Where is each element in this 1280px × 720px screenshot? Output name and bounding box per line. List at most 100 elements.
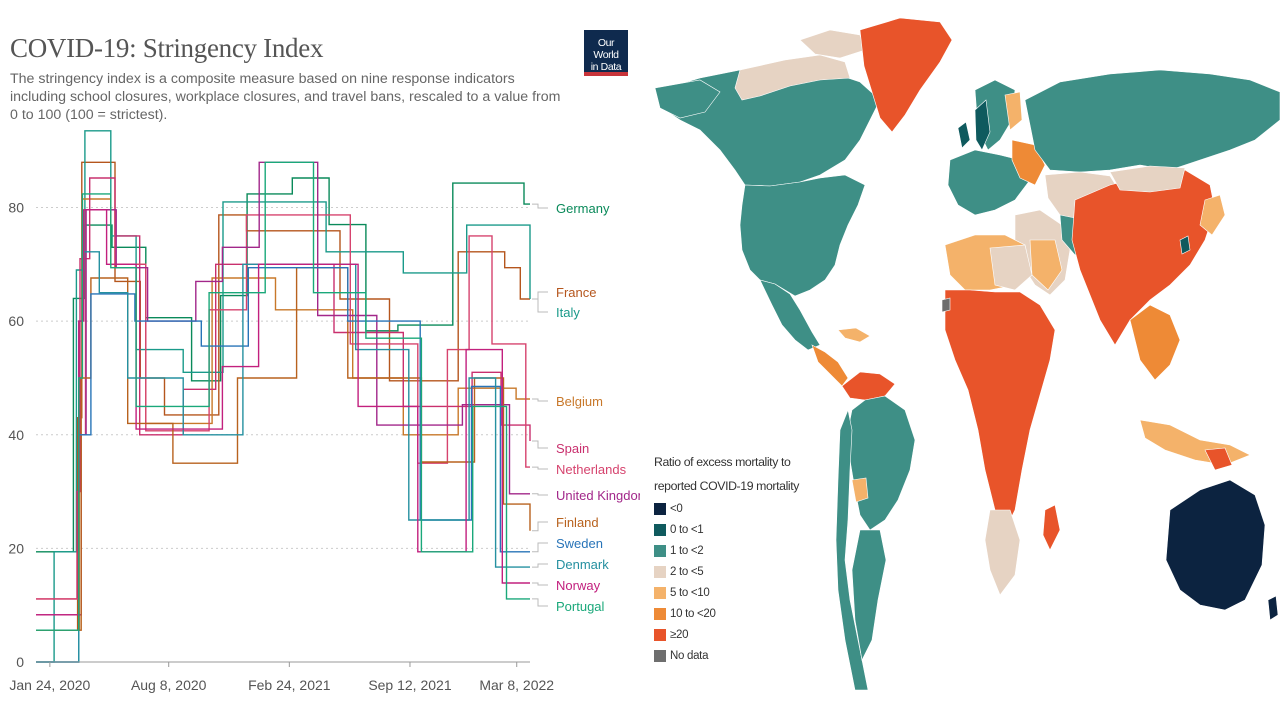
- series-label-connector: [532, 466, 548, 470]
- series-label-connector: [532, 563, 548, 568]
- series-label: Denmark: [556, 557, 609, 572]
- region-mongolia[interactable]: [1109, 165, 1186, 193]
- legend-item[interactable]: ≥20: [654, 624, 784, 645]
- legend-title-line1: Ratio of excess mortality to: [654, 455, 791, 469]
- series-line-portugal: [36, 161, 530, 631]
- series-label-connector: [532, 203, 548, 209]
- legend-item[interactable]: 5 to <10: [654, 582, 784, 603]
- legend-item[interactable]: No data: [654, 645, 784, 666]
- series-label-connector: [532, 298, 548, 313]
- region-sub-saharan[interactable]: [944, 289, 1056, 531]
- series-line-united-kingdom: [36, 161, 530, 616]
- region-greenland[interactable]: [859, 17, 953, 133]
- series-label-connector: [532, 440, 548, 449]
- legend-item[interactable]: <0: [654, 498, 784, 519]
- owid-logo-line1: Our World: [593, 37, 619, 61]
- legend-swatch: [654, 523, 666, 536]
- series-line-finland: [36, 267, 531, 631]
- legend-swatch: [654, 565, 666, 578]
- x-tick-label: Aug 8, 2020: [131, 677, 207, 693]
- series-line-italy: [36, 130, 531, 663]
- legend-swatch: [654, 544, 666, 557]
- x-tick-label: Sep 12, 2021: [368, 677, 452, 693]
- region-new-zealand[interactable]: [1267, 595, 1279, 621]
- series-label: Finland: [556, 515, 599, 530]
- series-label: Spain: [556, 441, 589, 456]
- region-saudi[interactable]: [1029, 239, 1063, 291]
- series-label: Belgium: [556, 394, 603, 409]
- series-label: Italy: [556, 305, 580, 320]
- legend-title-line2: reported COVID-19 mortality: [654, 479, 800, 493]
- owid-logo[interactable]: Our World in Data: [584, 30, 628, 76]
- series-line-norway: [36, 209, 530, 616]
- region-alaska[interactable]: [654, 79, 721, 119]
- legend-label: <0: [670, 502, 683, 515]
- y-tick-label: 60: [8, 313, 24, 329]
- chart-subtitle: The stringency index is a composite meas…: [10, 71, 561, 123]
- region-bolivia[interactable]: [851, 477, 869, 503]
- legend-item[interactable]: 0 to <1: [654, 519, 784, 540]
- region-western-europe[interactable]: [947, 149, 1031, 216]
- x-tick-label: Feb 24, 2021: [248, 677, 331, 693]
- region-southern-africa[interactable]: [984, 509, 1021, 596]
- series-layer: [36, 130, 531, 663]
- region-madagascar[interactable]: [1042, 504, 1061, 551]
- series-label: Netherlands: [556, 462, 627, 477]
- series-line-germany: [36, 177, 530, 553]
- legend-label: 5 to <10: [670, 586, 710, 599]
- series-label-connector: [532, 398, 548, 402]
- series-label-connector: [532, 521, 548, 532]
- legend-rows: <0 0 to <1 1 to <2 2 to <5 5 to <10 10 to <20…: [654, 498, 784, 666]
- stringency-chart-panel: COVID-19: Stringency Index The stringenc…: [0, 30, 640, 710]
- region-colombia-venezuela[interactable]: [841, 371, 896, 401]
- region-andes[interactable]: [835, 408, 869, 691]
- region-australia[interactable]: [1165, 479, 1266, 611]
- region-mexico[interactable]: [759, 279, 821, 351]
- owid-logo-line2: in Data: [590, 61, 622, 73]
- legend-label: 1 to <2: [670, 544, 704, 557]
- x-tick-label: Jan 24, 2020: [9, 677, 90, 693]
- legend-item[interactable]: 1 to <2: [654, 540, 784, 561]
- series-label: Germany: [556, 201, 610, 216]
- world-map[interactable]: [654, 0, 1280, 720]
- region-usa[interactable]: [739, 174, 866, 297]
- series-line-spain: [36, 177, 531, 600]
- region-korea[interactable]: [1179, 235, 1191, 255]
- series-label-connector: [532, 582, 548, 586]
- region-southeast-asia[interactable]: [1129, 304, 1181, 381]
- region-finland[interactable]: [1004, 91, 1023, 131]
- region-caribbean[interactable]: [837, 327, 871, 343]
- region-no-data-sahara[interactable]: [941, 297, 951, 313]
- region-japan-korea[interactable]: [1199, 194, 1226, 236]
- series-label: United Kingdom: [556, 488, 640, 503]
- region-russia[interactable]: [1024, 69, 1280, 173]
- series-line-sweden: [36, 267, 530, 663]
- stringency-line-chart[interactable]: 0 20 40 60 80 Jan 24, 2020 Aug 8, 2020 Feb 24, …: [0, 120, 640, 710]
- y-tick-label: 40: [8, 427, 24, 443]
- legend-item[interactable]: 10 to <20: [654, 603, 784, 624]
- region-central-america[interactable]: [811, 344, 849, 387]
- region-uk[interactable]: [957, 121, 971, 149]
- series-label: Sweden: [556, 536, 603, 551]
- label-layer: Germany France Italy Belgium Spain Netherland…: [532, 201, 640, 614]
- legend-item[interactable]: 2 to <5: [654, 561, 784, 582]
- y-tick-label: 20: [8, 540, 24, 556]
- y-tick-label: 0: [16, 654, 24, 670]
- series-label-connector: [532, 493, 548, 496]
- chart-title: COVID-19: Stringency Index: [10, 33, 324, 63]
- region-papua[interactable]: [1204, 447, 1233, 471]
- series-label-connector: [532, 291, 548, 300]
- legend-title: Ratio of excess mortality to reported CO…: [654, 450, 800, 498]
- legend-label: 2 to <5: [670, 565, 704, 578]
- series-label-connector: [532, 542, 548, 553]
- series-label: Norway: [556, 578, 601, 593]
- region-norway[interactable]: [974, 99, 991, 151]
- map-legend: Ratio of excess mortality to reported CO…: [654, 450, 800, 666]
- region-libya-egypt[interactable]: [989, 244, 1033, 291]
- region-argentina[interactable]: [851, 529, 887, 661]
- series-line-france: [36, 161, 530, 631]
- region-canadian-arctic[interactable]: [734, 54, 851, 101]
- legend-swatch: [654, 502, 666, 515]
- legend-swatch: [654, 607, 666, 620]
- legend-swatch: [654, 628, 666, 641]
